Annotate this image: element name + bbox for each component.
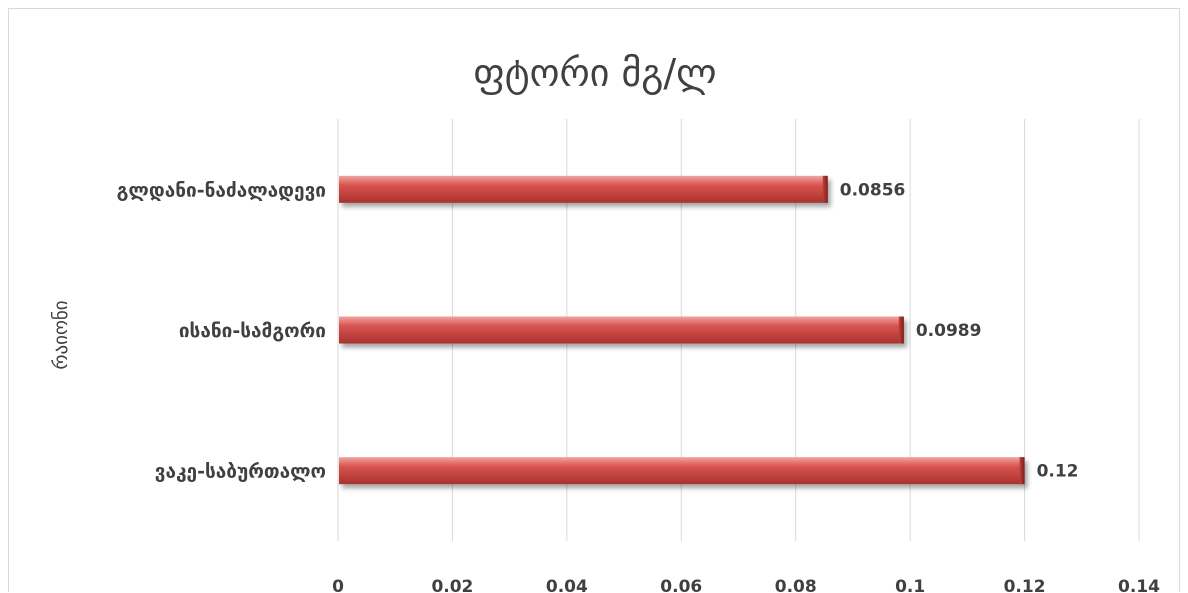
x-axis-ticks: 0 0.02 0.04 0.06 0.08 0.1 0.12 0.14 [332,577,1160,593]
bar-chart: ფტორი მგ/ლ 0.0856 0.0989 0.12 0 0.02 0.04 0.0… [50,51,1160,593]
bar [339,175,828,203]
bar-end-cap [898,316,904,344]
bar-group: 0.0989 [339,316,982,344]
bar-group: 0.12 [339,457,1079,485]
data-label: 0.0989 [916,321,982,341]
y-axis-categories: გლდანი-ნაძალადევი ისანი-სამგორი ვაკე-საბურ… [117,179,326,482]
x-tick-label: 0.08 [775,577,817,593]
chart-frame: ფტორი მგ/ლ 0.0856 0.0989 0.12 0 0.02 0.04 0.0… [8,8,1180,593]
x-tick-label: 0.06 [660,577,702,593]
category-label: ვაკე-საბურთალო [155,461,326,483]
x-tick-label: 0 [332,577,344,593]
data-label: 0.12 [1037,462,1079,482]
bar [339,316,904,344]
bar-group: 0.0856 [339,175,906,203]
bar-end-cap [822,175,828,203]
bar [339,457,1025,485]
x-tick-label: 0.1 [895,577,925,593]
data-label: 0.0856 [840,180,906,200]
y-axis-title: რაიონი [50,300,72,369]
x-tick-label: 0.12 [1004,577,1046,593]
x-tick-label: 0.14 [1118,577,1160,593]
category-label: გლდანი-ნაძალადევი [117,179,326,201]
category-label: ისანი-სამგორი [179,320,326,342]
chart-title: ფტორი მგ/ლ [473,51,716,95]
bar-end-cap [1019,457,1025,485]
bars: 0.0856 0.0989 0.12 [339,175,1079,485]
x-tick-label: 0.04 [546,577,588,593]
x-tick-label: 0.02 [431,577,473,593]
